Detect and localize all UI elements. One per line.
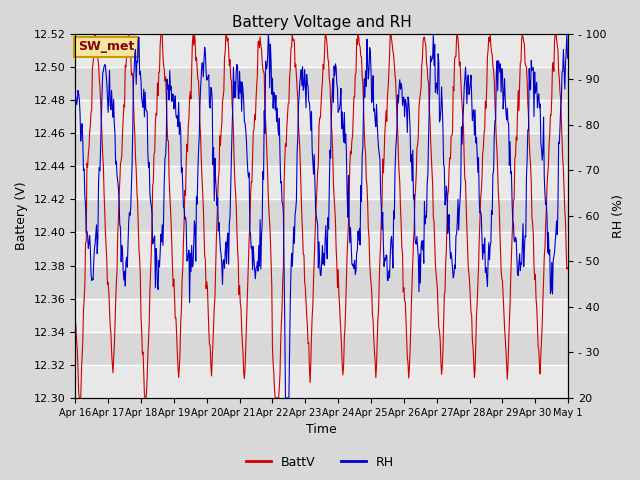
Bar bbox=[76, 365, 568, 398]
Bar bbox=[76, 199, 568, 232]
Bar bbox=[76, 166, 568, 199]
Bar bbox=[76, 265, 568, 299]
Legend: BattV, RH: BattV, RH bbox=[241, 451, 399, 474]
Bar bbox=[76, 232, 568, 265]
Bar bbox=[76, 100, 568, 133]
Bar bbox=[76, 67, 568, 100]
Title: Battery Voltage and RH: Battery Voltage and RH bbox=[232, 15, 412, 30]
Bar bbox=[76, 133, 568, 166]
Text: SW_met: SW_met bbox=[77, 40, 134, 53]
Y-axis label: Battery (V): Battery (V) bbox=[15, 181, 28, 250]
Y-axis label: RH (%): RH (%) bbox=[612, 194, 625, 238]
Bar bbox=[76, 34, 568, 67]
X-axis label: Time: Time bbox=[307, 423, 337, 436]
Bar bbox=[76, 299, 568, 332]
Bar bbox=[76, 332, 568, 365]
